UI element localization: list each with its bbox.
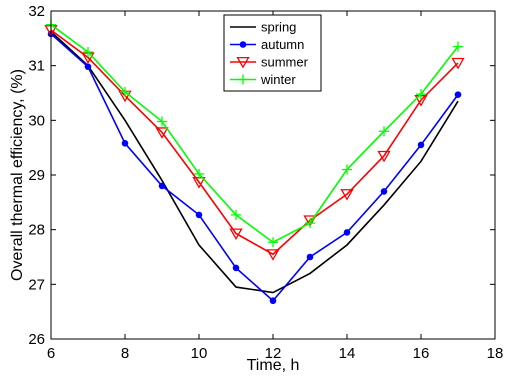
legend-label: summer (261, 55, 309, 70)
x-tick-label: 18 (487, 345, 504, 362)
x-tick-label: 12 (265, 345, 282, 362)
legend-marker (239, 41, 247, 48)
data-point-autumn (269, 297, 277, 305)
y-tick-label: 27 (28, 276, 45, 293)
legend-item-summer: summer (230, 55, 309, 70)
ticks-layer: 6 8 10 12 14 16 18 26 27 28 29 30 31 32 (28, 3, 503, 362)
data-point-autumn (158, 182, 166, 190)
data-point-winter (231, 209, 241, 220)
data-point-summer (229, 228, 243, 241)
y-tick-label: 31 (28, 58, 45, 75)
legend-label: spring (261, 20, 296, 35)
data-point-summer (377, 150, 391, 163)
legend-item-winter: winter (230, 72, 296, 87)
data-point-autumn (232, 264, 240, 272)
legend: spring autumn summer winter (223, 14, 322, 92)
y-tick-label: 30 (28, 112, 45, 129)
data-point-autumn (195, 211, 203, 219)
data-point-summer (303, 215, 317, 227)
series-layer (44, 19, 465, 305)
legend-label: autumn (261, 37, 304, 52)
data-point-summer (266, 249, 280, 261)
data-point-winter (268, 237, 278, 248)
data-point-winter (453, 41, 463, 52)
x-tick-label: 10 (191, 345, 208, 362)
data-point-summer (155, 127, 169, 139)
data-point-winter (120, 86, 130, 97)
data-point-autumn (417, 141, 425, 149)
series-line-summer (50, 29, 459, 256)
data-point-autumn (121, 139, 129, 147)
x-tick-label: 6 (47, 345, 55, 362)
data-point-winter (194, 168, 204, 179)
data-point-autumn (84, 63, 92, 71)
data-point-winter (342, 164, 352, 175)
data-point-summer (451, 57, 465, 70)
data-point-winter (157, 116, 167, 127)
y-axis-label: Overall thermal efficiency, (%) (9, 69, 26, 281)
y-tick-label: 32 (28, 3, 45, 20)
data-point-autumn (306, 253, 314, 261)
legend-marker (236, 56, 250, 69)
legend-marker (238, 74, 248, 85)
x-axis-label: Time, h (247, 357, 300, 374)
data-point-summer (340, 189, 354, 201)
series-summer (44, 25, 465, 261)
legend-label: winter (260, 72, 296, 87)
legend-item-autumn: autumn (230, 37, 304, 52)
series-line-autumn (50, 33, 459, 302)
y-tick-label: 28 (28, 222, 45, 239)
series-spring (50, 31, 459, 294)
data-point-autumn (343, 229, 351, 236)
y-tick-label: 29 (28, 167, 45, 184)
x-tick-label: 16 (413, 345, 430, 362)
data-point-winter (416, 89, 426, 100)
series-line-winter (50, 24, 459, 244)
data-point-autumn (380, 188, 388, 195)
data-point-winter (83, 47, 93, 57)
data-point-winter (305, 218, 315, 229)
x-tick-label: 14 (339, 345, 356, 362)
x-tick-label: 8 (121, 345, 129, 362)
legend-item-spring: spring (230, 20, 296, 35)
data-point-autumn (454, 91, 462, 98)
y-tick-label: 26 (28, 331, 45, 348)
series-line-spring (50, 31, 459, 294)
data-point-winter (379, 126, 389, 137)
series-winter (46, 19, 463, 248)
